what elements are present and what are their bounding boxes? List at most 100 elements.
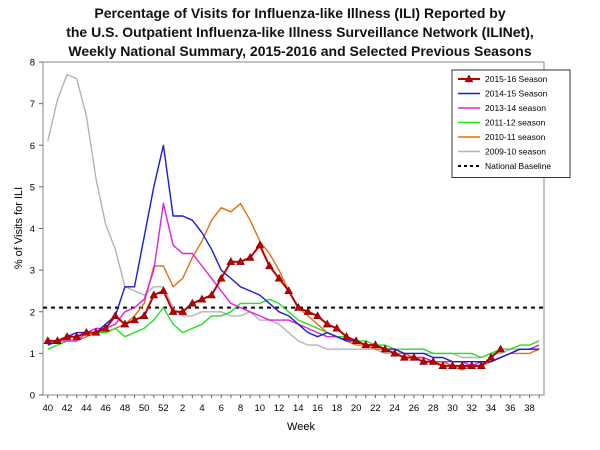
data-point — [236, 257, 245, 265]
x-tick-label: 4 — [199, 403, 204, 414]
legend: 2015-16 Season 2014-15 Season 2013-14 seas… — [451, 69, 571, 178]
x-tick-label: 10 — [254, 403, 265, 414]
x-tick-label: 6 — [219, 403, 224, 414]
legend-label: 2011-12 season — [485, 118, 546, 128]
data-point — [322, 319, 332, 328]
data-point — [43, 336, 53, 344]
data-point — [216, 273, 226, 282]
x-tick-label: 22 — [370, 403, 381, 414]
y-tick-label: 0 — [30, 391, 35, 402]
data-point — [139, 311, 149, 320]
data-point — [226, 257, 236, 265]
x-tick-label: 2 — [180, 403, 185, 414]
legend-label: 2010-11 season — [485, 132, 546, 142]
data-point — [438, 361, 448, 369]
data-point — [409, 352, 419, 361]
data-point — [274, 273, 284, 282]
data-point — [178, 307, 188, 315]
data-point — [101, 323, 110, 332]
data-point — [82, 327, 91, 336]
data-point — [303, 307, 313, 315]
chart-title-line-3: Weekly National Summary, 2015-2016 and S… — [68, 43, 532, 59]
data-point — [486, 352, 496, 361]
data-point — [342, 332, 351, 340]
legend-label: National Baseline — [485, 161, 551, 171]
y-tick-label: 8 — [30, 58, 35, 69]
data-point — [284, 286, 293, 295]
y-tick-label: 3 — [30, 266, 35, 277]
data-point — [149, 290, 159, 299]
data-point — [207, 290, 216, 299]
y-tick-label: 2 — [30, 307, 35, 318]
chart-title-line-1: Percentage of Visits for Influenza-like … — [94, 5, 506, 21]
series-2014-15-season — [47, 144, 540, 363]
data-point — [72, 332, 82, 340]
x-tick-label: 8 — [238, 403, 243, 414]
x-tick-label: 42 — [62, 403, 73, 414]
data-point — [457, 361, 467, 369]
data-point — [168, 307, 178, 315]
x-tick-label: 16 — [312, 403, 323, 414]
legend-label: 2013-14 season — [485, 103, 546, 113]
y-tick-label: 4 — [30, 224, 35, 235]
series-line — [47, 298, 540, 359]
y-tick-label: 6 — [30, 141, 35, 152]
data-point — [91, 327, 101, 336]
data-point — [110, 311, 120, 320]
data-point — [294, 302, 303, 311]
x-tick-label: 52 — [158, 403, 169, 414]
x-tick-label: 24 — [389, 403, 400, 414]
x-tick-label: 14 — [293, 403, 304, 414]
data-point — [380, 344, 390, 353]
data-point — [351, 336, 361, 344]
series-line — [47, 73, 540, 359]
x-tick-label: 32 — [466, 403, 477, 414]
data-point — [130, 315, 139, 324]
x-axis-label: Week — [287, 421, 315, 433]
data-point — [197, 294, 207, 303]
data-point — [467, 361, 477, 369]
data-point — [361, 340, 371, 349]
x-tick-label: 30 — [447, 403, 458, 414]
y-tick-label: 1 — [30, 349, 35, 360]
data-point — [390, 348, 399, 357]
x-tick-label: 40 — [43, 403, 54, 414]
chart-title-line-2: the U.S. Outpatient Influenza-like Illne… — [66, 24, 534, 40]
x-tick-label: 38 — [524, 403, 535, 414]
x-tick-label: 44 — [81, 403, 92, 414]
data-point — [159, 286, 168, 295]
data-point — [496, 344, 505, 353]
legend-box — [451, 69, 571, 178]
data-point — [120, 319, 130, 328]
x-tick-label: 50 — [139, 403, 150, 414]
data-point — [428, 357, 438, 365]
x-tick-label: 36 — [505, 403, 516, 414]
data-point — [332, 323, 342, 332]
data-point — [255, 240, 265, 249]
x-tick-label: 26 — [409, 403, 420, 414]
data-point — [245, 253, 255, 261]
legend-label: 2009-10 season — [485, 147, 546, 157]
x-tick-label: 46 — [100, 403, 111, 414]
y-axis-label: % of Visits for ILI — [13, 187, 25, 269]
legend-label: 2014-15 Season — [485, 89, 548, 99]
data-point — [477, 361, 486, 369]
chart-title: Percentage of Visits for Influenza-like … — [0, 4, 600, 61]
y-tick-label: 5 — [30, 182, 35, 193]
series-2009-10-season — [47, 73, 540, 359]
data-point — [188, 298, 197, 307]
data-point — [448, 361, 457, 369]
series-line — [47, 144, 540, 363]
legend-marker — [464, 74, 474, 83]
data-point — [62, 332, 72, 340]
data-point — [371, 340, 380, 349]
legend-label: 2015-16 Season — [485, 74, 548, 84]
x-tick-label: 48 — [120, 403, 131, 414]
x-tick-label: 12 — [274, 403, 285, 414]
series-2015-16-season — [43, 240, 505, 369]
series-layer — [43, 73, 540, 371]
data-point — [53, 336, 62, 344]
data-point — [399, 352, 409, 361]
x-tick-label: 28 — [428, 403, 439, 414]
